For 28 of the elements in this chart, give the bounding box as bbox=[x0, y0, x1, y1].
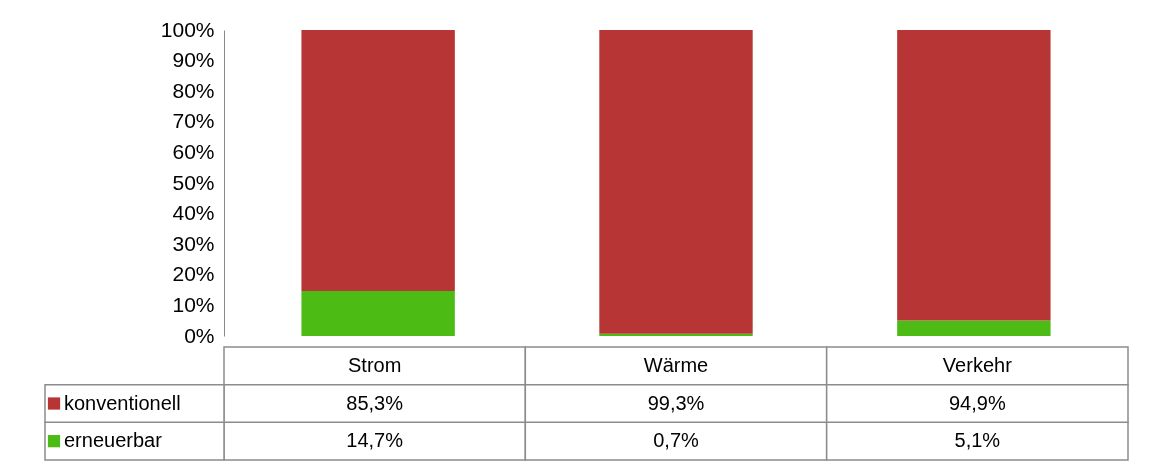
bar bbox=[897, 320, 1051, 336]
y-tick-label: 50% bbox=[172, 170, 215, 194]
bar bbox=[599, 333, 753, 336]
data-label: 94,9% bbox=[948, 391, 1006, 414]
bar bbox=[897, 30, 1051, 321]
y-tick-label: 90% bbox=[172, 48, 215, 72]
data-label: 99,3% bbox=[647, 391, 705, 414]
legend-label: konventionell bbox=[64, 391, 181, 414]
data-label: 85,3% bbox=[346, 391, 404, 414]
x-tick-label: Strom bbox=[347, 353, 402, 376]
y-tick-label: 70% bbox=[172, 109, 215, 133]
data-label: 0,7% bbox=[653, 429, 700, 452]
y-tick-label: 0% bbox=[184, 323, 215, 347]
y-tick-label: 100% bbox=[160, 17, 215, 41]
y-tick-label: 60% bbox=[172, 139, 215, 163]
y-tick-label: 30% bbox=[172, 231, 215, 255]
x-tick-label: Wärme bbox=[643, 353, 709, 376]
bar bbox=[599, 30, 753, 334]
bar bbox=[301, 30, 455, 292]
data-label: 14,7% bbox=[346, 429, 404, 452]
data-label: 5,1% bbox=[954, 429, 1001, 452]
y-tick-label: 20% bbox=[172, 262, 215, 286]
y-tick-label: 40% bbox=[172, 201, 215, 225]
x-tick-label: Verkehr bbox=[942, 353, 1013, 376]
y-tick-label: 80% bbox=[172, 78, 215, 102]
legend-label: erneuerbar bbox=[64, 429, 163, 452]
y-tick-label: 10% bbox=[172, 292, 215, 316]
bar bbox=[301, 291, 455, 336]
